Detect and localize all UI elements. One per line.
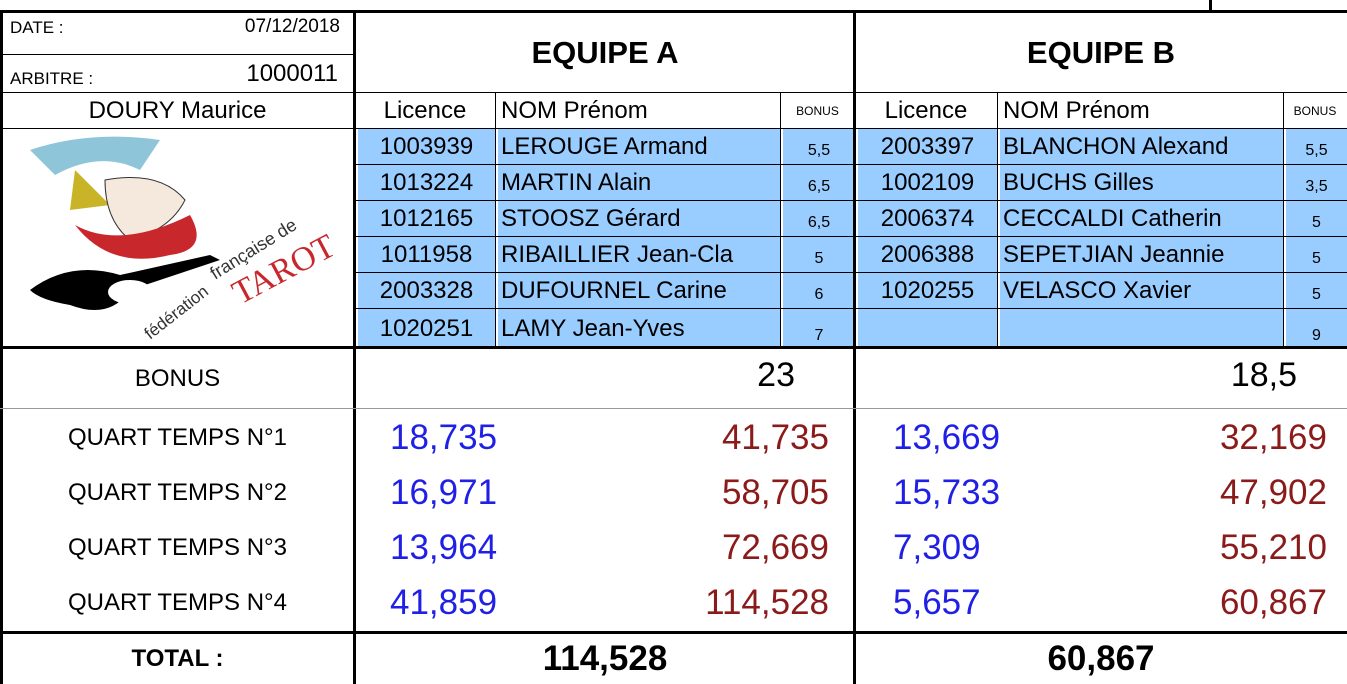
quarter-score: 13,964 [385, 520, 585, 575]
team-total: 114,528 [355, 634, 855, 684]
arbitre-name: DOURY Maurice [0, 93, 355, 128]
quarter-score: 41,859 [385, 575, 585, 630]
logo: française de TAROT fédération [10, 130, 350, 348]
player-bonus: 5 [1286, 273, 1347, 308]
licence: 1003939 [358, 129, 495, 164]
quarter-score: 15,733 [885, 465, 1085, 520]
licence: 2003397 [858, 129, 997, 164]
quarter-cumul: 55,210 [1087, 520, 1327, 575]
quarter-cumul: 41,735 [595, 410, 835, 465]
player-name: BLANCHON Alexand [1000, 129, 1283, 164]
arbitre-id: 1000011 [150, 57, 350, 91]
licence: 2006388 [858, 237, 997, 272]
licence: 1013224 [358, 165, 495, 200]
player-name: SEPETJIAN Jeannie [1000, 237, 1283, 272]
player-name: BUCHS Gilles [1000, 165, 1283, 200]
player-bonus: 3,5 [1286, 165, 1347, 200]
grid-line [0, 92, 1347, 93]
grid-line [0, 631, 1347, 634]
grid-line [0, 408, 1347, 409]
bonus-total: 18,5 [855, 350, 1347, 408]
licence [858, 309, 997, 349]
logo-hole [108, 280, 152, 304]
score-sheet: française de TAROT fédération DATE : 07/1… [0, 0, 1347, 684]
quarter-cumul: 47,902 [1087, 465, 1327, 520]
grid-line [0, 346, 1347, 349]
licence: 1020255 [858, 273, 997, 308]
player-name: LEROUGE Armand [498, 129, 780, 164]
quarter-score: 7,309 [885, 520, 1085, 575]
grid-line [1209, 0, 1212, 12]
player-bonus: 6,5 [783, 165, 855, 200]
player-name: LAMY Jean-Yves [498, 309, 780, 349]
licence: 2006374 [858, 201, 997, 236]
team-total: 60,867 [855, 634, 1347, 684]
row-label: BONUS [0, 350, 355, 408]
player-bonus: 5 [783, 237, 855, 272]
date: 07/12/2018 [150, 14, 350, 54]
row-label: TOTAL : [0, 634, 355, 684]
player-bonus: 5 [1286, 201, 1347, 236]
player-name: RIBAILLIER Jean-Cla [498, 237, 780, 272]
row-label: QUART TEMPS N°4 [0, 575, 355, 630]
arbitre-label: ARBITRE : [10, 57, 150, 91]
grid-line [0, 54, 355, 55]
column-header: BONUS [780, 93, 855, 128]
licence: 2003328 [358, 273, 495, 308]
grid-line [0, 128, 1347, 129]
grid-line [0, 10, 1347, 13]
grid-line [495, 92, 496, 348]
player-bonus: 5,5 [1286, 129, 1347, 164]
quarter-score: 18,735 [385, 410, 585, 465]
team-name: EQUIPE B [855, 14, 1347, 92]
player-bonus: 6 [783, 273, 855, 308]
player-bonus: 7 [783, 309, 855, 349]
quarter-cumul: 72,669 [595, 520, 835, 575]
quarter-score: 16,971 [385, 465, 585, 520]
grid-line [997, 92, 998, 348]
licence: 1012165 [358, 201, 495, 236]
grid-line [355, 236, 1347, 237]
logo-hat-side [70, 170, 110, 210]
player-bonus: 6,5 [783, 201, 855, 236]
quarter-cumul: 32,169 [1087, 410, 1327, 465]
quarter-score: 13,669 [885, 410, 1085, 465]
player-name: VELASCO Xavier [1000, 273, 1283, 308]
grid-line [355, 164, 1347, 165]
player-name: STOOSZ Gérard [498, 201, 780, 236]
team-name: EQUIPE A [355, 14, 855, 92]
row-label: QUART TEMPS N°3 [0, 520, 355, 575]
grid-line [355, 200, 1347, 201]
licence: 1020251 [358, 309, 495, 349]
quarter-cumul: 58,705 [595, 465, 835, 520]
date-label: DATE : [10, 14, 130, 54]
grid-line [780, 92, 781, 348]
logo-hat [30, 137, 160, 175]
player-bonus: 5 [1286, 237, 1347, 272]
player-name: DUFOURNEL Carine [498, 273, 780, 308]
column-header: Licence [355, 93, 495, 128]
grid-line [355, 272, 1347, 273]
quarter-cumul: 114,528 [595, 575, 835, 630]
column-header: NOM Prénom [495, 93, 780, 128]
player-name [1000, 309, 1283, 349]
player-name: CECCALDI Catherin [1000, 201, 1283, 236]
column-header: Licence [855, 93, 997, 128]
licence: 1011958 [358, 237, 495, 272]
licence: 1002109 [858, 165, 997, 200]
row-label: QUART TEMPS N°1 [0, 410, 355, 465]
quarter-score: 5,657 [885, 575, 1085, 630]
quarter-cumul: 60,867 [1087, 575, 1327, 630]
column-header: BONUS [1283, 93, 1347, 128]
player-name: MARTIN Alain [498, 165, 780, 200]
grid-line [1283, 92, 1284, 348]
column-header: NOM Prénom [997, 93, 1283, 128]
row-label: QUART TEMPS N°2 [0, 465, 355, 520]
grid-line [355, 308, 1347, 309]
bonus-total: 23 [355, 350, 855, 408]
player-bonus: 9 [1286, 309, 1347, 349]
player-bonus: 5,5 [783, 129, 855, 164]
